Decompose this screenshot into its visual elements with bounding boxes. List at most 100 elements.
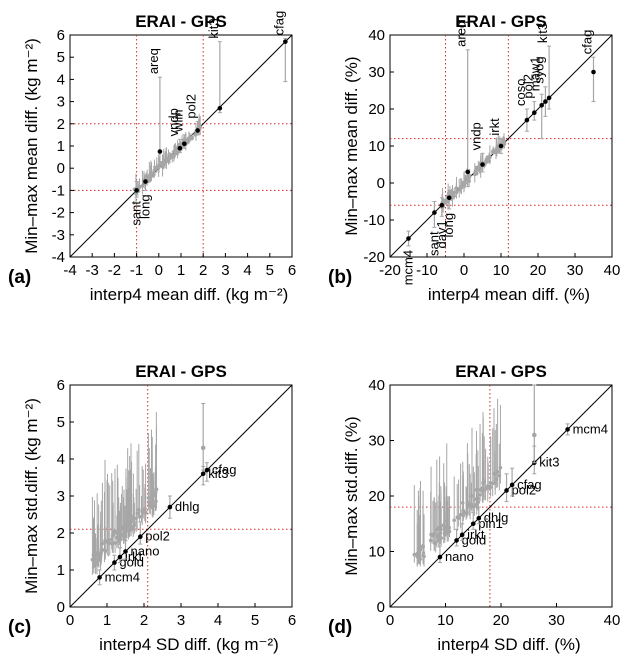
data-point: [200, 445, 206, 451]
data-point: [474, 171, 479, 176]
y-tick-label: 40: [368, 377, 385, 394]
data-point: [137, 185, 142, 189]
x-tick-label: 4: [214, 612, 222, 629]
x-tick-label: 1: [103, 612, 111, 629]
station-label: pol2: [520, 74, 535, 99]
y-tick-label: 4: [57, 71, 65, 88]
chart-title: ERAI - GPS: [135, 12, 227, 31]
data-point: [197, 123, 202, 128]
data-point: [450, 195, 455, 200]
data-point: [465, 510, 469, 515]
station-label: pin1: [478, 516, 503, 531]
data-point: [118, 535, 123, 539]
x-tick-label: -10: [416, 262, 438, 279]
data-point: [498, 143, 504, 149]
data-point: [182, 141, 187, 147]
station-label: kit3: [206, 18, 221, 38]
data-point: [143, 179, 148, 184]
data-point: [149, 174, 153, 179]
station-label: vndp: [469, 122, 484, 150]
y-tick-label: 10: [368, 544, 385, 561]
y-tick-label: 40: [368, 27, 385, 44]
data-point: [446, 195, 452, 201]
data-point: [470, 521, 476, 527]
panel-label: (d): [328, 617, 352, 638]
station-label: gold: [462, 532, 487, 547]
data-point: [565, 427, 570, 432]
station-label: long: [137, 194, 152, 219]
data-point: [453, 190, 457, 195]
data-point: [491, 149, 495, 153]
x-tick-label: 6: [288, 262, 296, 279]
y-tick-label: 1: [57, 562, 65, 579]
data-point: [109, 537, 114, 542]
chart-title: ERAI - GPS: [455, 12, 547, 31]
x-tick-label: 40: [604, 612, 621, 629]
data-point: [441, 523, 446, 527]
x-tick-label: 3: [177, 612, 185, 629]
x-tick-label: 0: [155, 262, 163, 279]
station-label: cfag: [517, 477, 542, 492]
data-point: [461, 508, 465, 513]
data-point: [444, 518, 449, 523]
x-tick-label: 10: [437, 612, 454, 629]
data-point: [546, 95, 552, 101]
x-tick-label: 5: [251, 612, 259, 629]
data-point: [539, 103, 544, 108]
data-point: [152, 171, 156, 176]
x-tick-label: 30: [548, 612, 565, 629]
y-tick-label: 5: [57, 414, 65, 431]
data-point: [432, 541, 437, 545]
x-tick-label: -1: [130, 262, 143, 279]
y-tick-label: 0: [57, 160, 65, 177]
y-tick-label: 3: [57, 488, 65, 505]
station-label: nano: [131, 544, 160, 559]
station-label: irkt: [125, 549, 143, 564]
x-tick-label: 20: [493, 612, 510, 629]
data-point: [429, 532, 433, 537]
station-label: pol2: [184, 94, 199, 119]
data-point: [591, 69, 596, 75]
data-point: [283, 39, 288, 44]
data-point: [92, 549, 97, 554]
data-point: [112, 560, 117, 565]
y-tick-label: -1: [52, 182, 65, 199]
data-point: [154, 499, 158, 504]
data-point: [164, 158, 169, 163]
data-point: [106, 538, 111, 543]
y-tick-label: 2: [57, 116, 65, 133]
y-axis-label: Min–max std.diff. (kg m⁻²): [22, 398, 41, 594]
data-point: [439, 202, 445, 208]
station-label: mcm4: [401, 250, 416, 285]
data-point: [135, 511, 139, 516]
data-point: [485, 484, 490, 489]
data-point: [483, 487, 488, 491]
data-point: [412, 552, 417, 557]
x-tick-label: 0: [386, 612, 394, 629]
x-tick-label: 5: [266, 262, 274, 279]
data-point: [456, 516, 461, 520]
data-point: [173, 147, 178, 151]
station-label: nano: [445, 549, 474, 564]
data-point: [469, 502, 474, 507]
x-tick-label: 6: [288, 612, 296, 629]
station-label: mcm4: [573, 421, 608, 436]
data-point: [437, 554, 443, 560]
station-label: kit3: [539, 455, 559, 470]
station-label: mcm4: [105, 569, 140, 584]
data-point: [467, 173, 472, 178]
station-label: coso: [513, 79, 528, 106]
one-to-one-line: [69, 384, 293, 608]
x-tick-label: 20: [530, 262, 547, 279]
panel-label: (b): [328, 267, 352, 288]
y-axis-label: Min–max mean diff. (kg m⁻²): [22, 38, 41, 254]
data-point: [437, 538, 441, 543]
data-point: [474, 502, 479, 506]
station-label: cfag: [212, 462, 237, 477]
data-point: [477, 167, 482, 172]
data-point: [117, 554, 123, 560]
station-label: syog: [531, 56, 546, 83]
y-tick-label: 20: [368, 488, 385, 505]
